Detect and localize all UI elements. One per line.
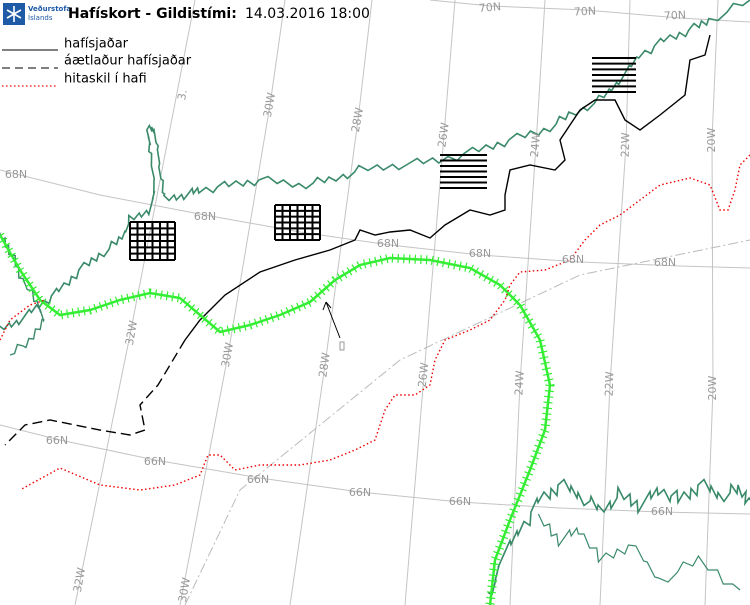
- legend-label: hitaskil í hafi: [64, 72, 147, 87]
- grid-label: 28W: [349, 106, 366, 133]
- legend-label: áætlaður hafísjaðar: [64, 54, 192, 69]
- grid-label: 66N: [651, 505, 673, 518]
- ice-edge-estimated: [4, 339, 186, 446]
- ice-limit: [0, 234, 552, 605]
- grid-label: 22W: [619, 132, 633, 157]
- graticule-line: [429, 0, 750, 23]
- logo-text: Veðurstofa: [28, 5, 71, 13]
- grid-label: 24W: [528, 132, 543, 158]
- coastline: [537, 513, 741, 591]
- valid-time: 14.03.2016 18:00: [245, 6, 370, 22]
- graticule-line: [599, 0, 631, 605]
- grid-label: 68N: [194, 210, 216, 223]
- graticule-line: [509, 0, 546, 605]
- graticule-line: [179, 0, 286, 605]
- drift-arrow: [325, 301, 341, 339]
- ocean-front: [19, 154, 750, 491]
- grid-label: 30W: [219, 341, 236, 368]
- grid-label: 32W: [71, 566, 88, 593]
- grid-label: 68N: [562, 253, 584, 266]
- graticule-line: [0, 169, 750, 269]
- graticule-line: [0, 424, 750, 515]
- grid-label: 26W: [435, 122, 451, 149]
- drift-arrowhead: [322, 301, 332, 311]
- legend-label: hafísjaðar: [64, 37, 129, 52]
- track-line: [184, 239, 750, 605]
- grid-label: 68N: [377, 237, 399, 250]
- grid-label: 68N: [654, 256, 676, 269]
- ice-edge: [184, 34, 711, 341]
- grid-label: 70N: [664, 8, 687, 22]
- grid-label: 30W: [261, 91, 278, 118]
- coastline: [0, 231, 45, 356]
- drift-marker: [339, 341, 345, 351]
- grid-label: 70N: [478, 0, 501, 15]
- grid-label: 28W: [316, 352, 332, 379]
- title: Hafískort - Gildistími:: [68, 6, 237, 22]
- grid-label: 20W: [706, 375, 719, 400]
- legend: hafísjaðar áætlaður hafísjaðar hitaskil …: [2, 37, 192, 87]
- grid-label: 26W: [416, 362, 432, 388]
- graticule-line: [704, 0, 719, 605]
- grid-label: 66N: [449, 495, 471, 508]
- grid-label: 66N: [46, 434, 68, 447]
- grid-label: 66N: [144, 455, 166, 468]
- grid-label: 24W: [512, 370, 526, 396]
- grid-label: 70N: [574, 4, 597, 18]
- logo-text: Íslands: [28, 13, 53, 22]
- grid-label: 68N: [5, 168, 27, 181]
- graticule-line: [404, 0, 456, 605]
- grid-label: 68N: [469, 247, 491, 260]
- grid-label: 66N: [247, 473, 269, 486]
- grid-label: 3.: [175, 89, 190, 102]
- graticule-line: [289, 0, 373, 605]
- grid-label: 66N: [349, 486, 371, 499]
- logo-flake: [6, 6, 22, 22]
- coastline: [487, 478, 750, 596]
- grid-label: 22W: [603, 371, 617, 396]
- graticule-line: [74, 0, 196, 605]
- grid-label: 32W: [123, 319, 140, 346]
- grid-label: 30W: [176, 576, 193, 603]
- logo: Veðurstofa Íslands: [3, 3, 71, 25]
- grid-label: 20W: [705, 127, 718, 152]
